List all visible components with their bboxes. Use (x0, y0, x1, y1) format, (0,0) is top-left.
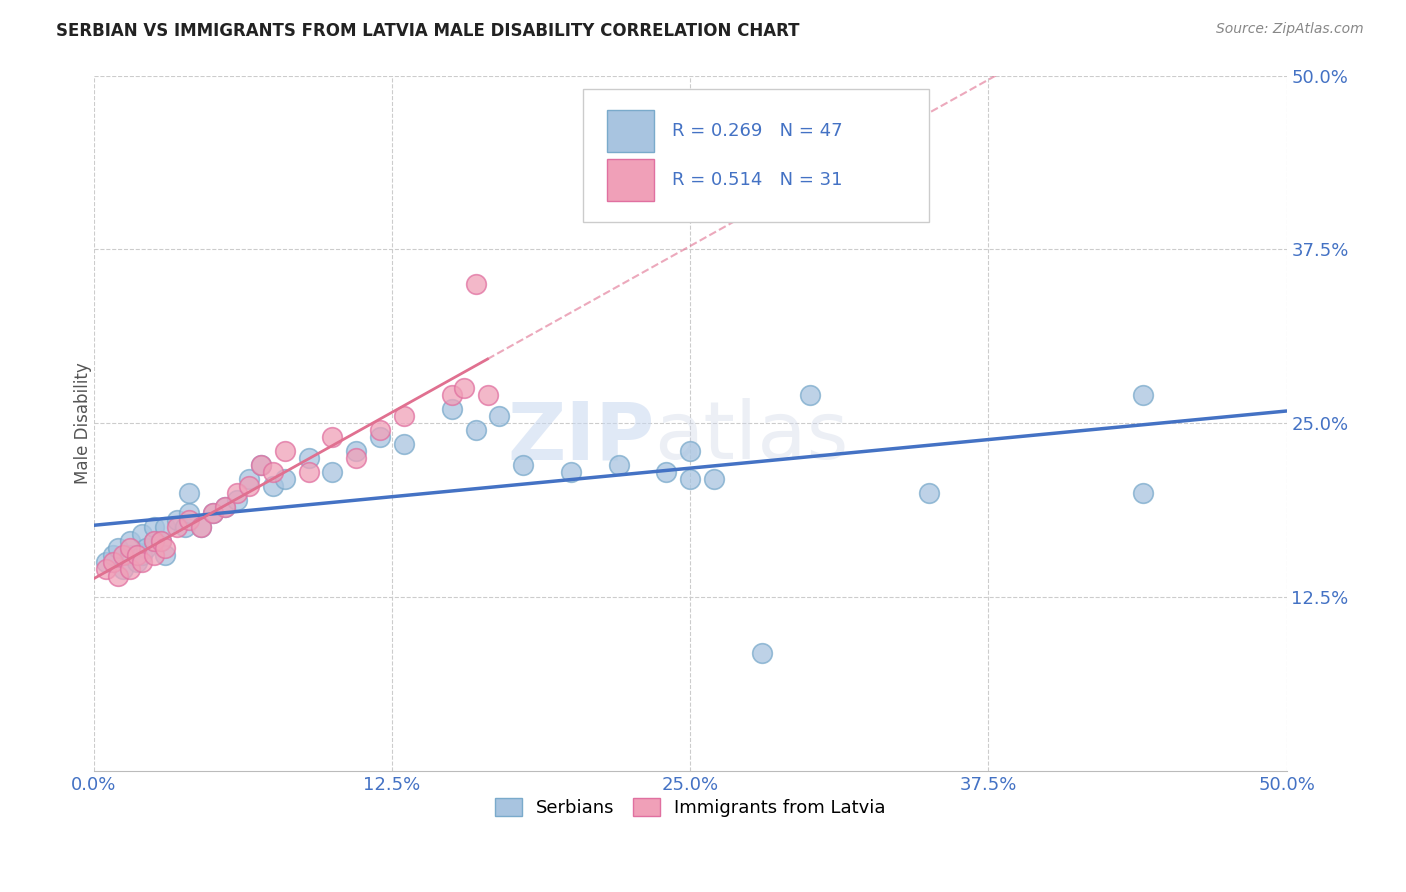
Point (918, 485, 941, 500)
Point (118, 548, 141, 562)
Point (477, 388, 499, 402)
Point (155, 548, 177, 562)
Text: R = 0.269   N = 47: R = 0.269 N = 47 (672, 122, 844, 140)
Point (149, 534, 172, 549)
Point (368, 430, 391, 444)
Point (214, 500, 236, 514)
Point (1132, 485, 1154, 500)
Legend: Serbians, Immigrants from Latvia: Serbians, Immigrants from Latvia (488, 790, 893, 824)
Point (751, 646, 773, 660)
Point (262, 478, 284, 492)
Point (679, 444, 702, 458)
Point (440, 388, 463, 402)
Point (392, 409, 415, 424)
Point (101, 555, 124, 569)
Point (94, 555, 117, 569)
Point (166, 513, 188, 527)
Point (94, 562, 117, 576)
Point (799, 388, 821, 402)
Point (250, 458, 273, 472)
Point (226, 485, 249, 500)
Point (214, 500, 236, 514)
Point (464, 423, 486, 437)
Point (155, 520, 177, 534)
Point (488, 409, 510, 424)
Point (179, 513, 201, 527)
Point (392, 437, 415, 451)
Point (238, 472, 260, 486)
Point (173, 520, 195, 534)
Point (274, 472, 297, 486)
Point (107, 569, 129, 583)
Point (297, 450, 319, 465)
Point (118, 562, 141, 576)
Text: Source: ZipAtlas.com: Source: ZipAtlas.com (1216, 22, 1364, 37)
Point (131, 555, 153, 569)
Text: R = 0.514   N = 31: R = 0.514 N = 31 (672, 170, 842, 189)
Text: atlas: atlas (654, 398, 849, 476)
Point (607, 458, 630, 472)
Point (274, 444, 297, 458)
Point (1132, 388, 1154, 402)
Point (238, 478, 260, 492)
Point (107, 541, 129, 556)
Point (344, 444, 367, 458)
Point (202, 507, 225, 521)
Point (149, 534, 172, 549)
Point (440, 402, 463, 417)
Point (703, 472, 725, 486)
FancyBboxPatch shape (583, 89, 929, 221)
Point (155, 541, 177, 556)
Point (679, 472, 702, 486)
Bar (607, 159, 654, 201)
Point (111, 548, 134, 562)
Point (166, 520, 188, 534)
Point (464, 277, 486, 291)
Point (131, 548, 153, 562)
Point (125, 555, 148, 569)
Point (142, 548, 165, 562)
Point (125, 548, 148, 562)
Point (142, 534, 165, 549)
Point (179, 507, 201, 521)
Point (135, 541, 157, 556)
Point (321, 430, 343, 444)
Point (118, 541, 141, 556)
Point (142, 534, 165, 549)
Point (655, 465, 678, 479)
Point (202, 507, 225, 521)
Text: ZIP: ZIP (508, 398, 654, 476)
Point (131, 527, 153, 541)
Point (262, 465, 284, 479)
Point (344, 450, 367, 465)
Point (560, 465, 582, 479)
Point (190, 520, 212, 534)
Bar (607, 111, 654, 152)
Point (250, 458, 273, 472)
Point (111, 562, 134, 576)
Point (512, 458, 534, 472)
Point (321, 465, 343, 479)
Point (297, 465, 319, 479)
Point (118, 534, 141, 549)
Point (179, 485, 201, 500)
Y-axis label: Male Disability: Male Disability (75, 362, 91, 484)
Point (453, 381, 475, 395)
Point (226, 492, 249, 507)
Point (142, 520, 165, 534)
Point (368, 423, 391, 437)
Point (101, 548, 124, 562)
Text: SERBIAN VS IMMIGRANTS FROM LATVIA MALE DISABILITY CORRELATION CHART: SERBIAN VS IMMIGRANTS FROM LATVIA MALE D… (56, 22, 800, 40)
Point (190, 520, 212, 534)
